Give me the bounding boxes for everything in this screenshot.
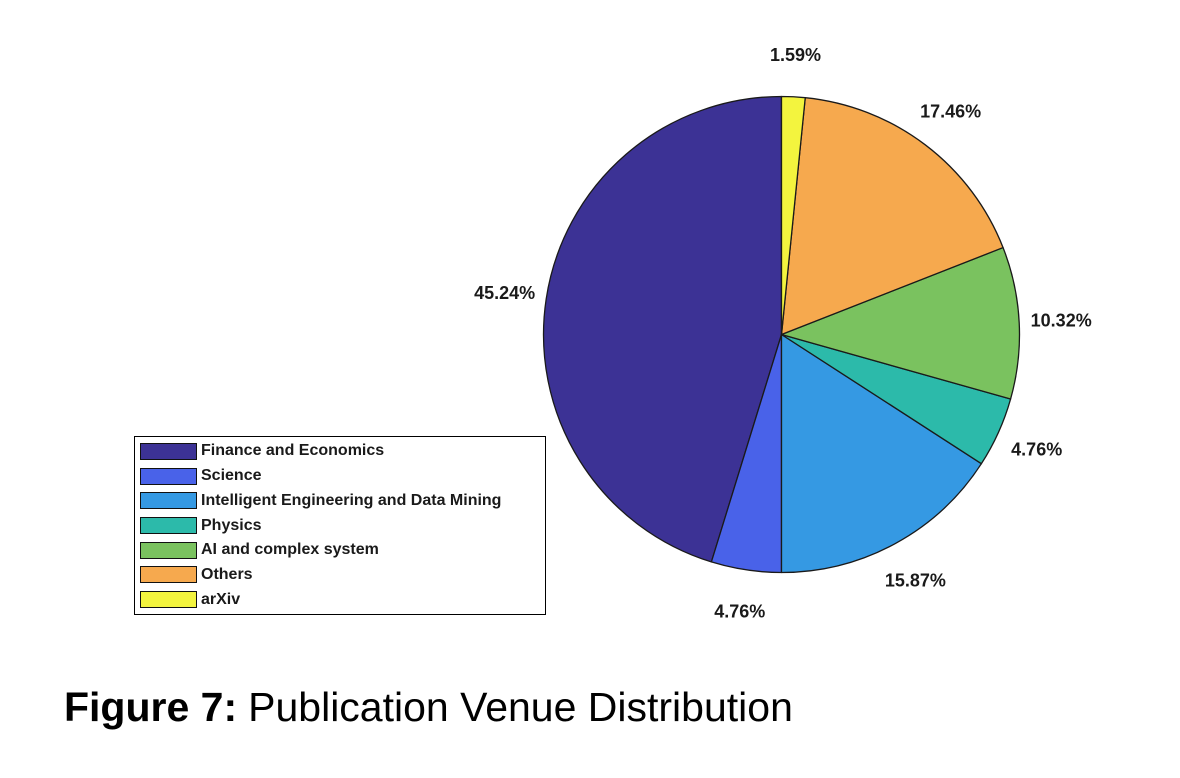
legend-label: Finance and Economics (201, 442, 385, 460)
legend-item-others: Others (140, 563, 543, 588)
pie-percent-label-physics: 4.76% (1011, 440, 1062, 460)
figure-caption: Figure 7: Publication Venue Distribution (64, 684, 793, 730)
pie-percent-label-arxiv: 1.59% (770, 45, 821, 65)
pie-slices-group (542, 95, 1021, 574)
pie-percent-label-ai-and-complex-system: 10.32% (1031, 311, 1092, 331)
pie-slice-finance-and-economics (542, 95, 783, 563)
pie-percent-label-others: 17.46% (920, 101, 981, 121)
legend-label: Science (201, 467, 262, 485)
legend-label: Others (201, 565, 253, 583)
legend-swatch (140, 541, 197, 559)
pie-slice-ai-and-complex-system (780, 246, 1021, 400)
pie-slice-intelligent-engineering-and-data-mining (780, 333, 983, 574)
pie-slice-others (780, 97, 1004, 336)
legend-label: arXiv (201, 590, 241, 608)
legend-swatch (140, 566, 197, 584)
legend: Finance and Economics Science Intelligen… (134, 436, 546, 615)
legend-item-science: Science (140, 464, 543, 489)
legend-item-ai-and-complex-system: AI and complex system (140, 538, 543, 563)
legend-label: Intelligent Engineering and Data Mining (201, 491, 502, 509)
legend-swatch (140, 591, 197, 609)
caption-text: Publication Venue Distribution (248, 684, 793, 730)
pie-slice-arxiv (780, 95, 806, 336)
pie-percent-label-science: 4.76% (714, 601, 765, 621)
legend-label: AI and complex system (201, 541, 379, 559)
pie-labels-group: 45.24% 4.76% 15.87% 4.76% 10.32% 17.46% 1.59% (474, 45, 1092, 622)
legend-swatch (140, 492, 197, 510)
legend-item-intelligent-engineering-and-data-mining: Intelligent Engineering and Data Mining (140, 488, 543, 513)
legend-swatch (140, 442, 197, 460)
legend-swatch (140, 467, 197, 485)
legend-item-finance-and-economics: Finance and Economics (140, 439, 543, 464)
legend-swatch (140, 517, 197, 535)
pie-percent-label-finance-and-economics: 45.24% (474, 283, 535, 303)
legend-label: Physics (201, 516, 262, 534)
legend-item-physics: Physics (140, 513, 543, 538)
legend-item-arxiv: arXiv (140, 587, 543, 612)
caption-label: Figure 7: (64, 684, 238, 730)
pie-percent-label-intelligent-engineering-and-data-mining: 15.87% (885, 570, 946, 590)
